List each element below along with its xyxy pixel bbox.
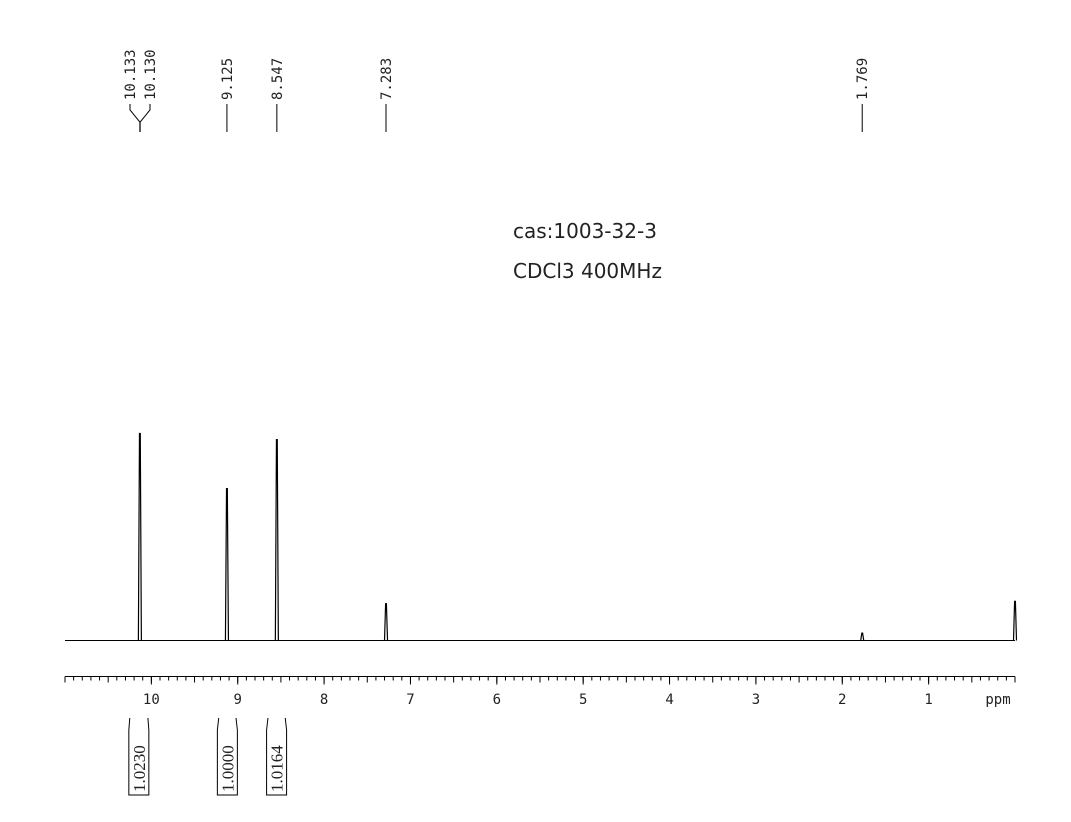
integral-label: 1.0000 <box>218 745 237 792</box>
peak-label: 10.130 <box>143 49 159 100</box>
peak-label-line <box>139 104 151 132</box>
peak-label: 8.547 <box>270 58 286 100</box>
peak-label: 10.133 <box>123 49 139 100</box>
peak <box>1012 600 1018 641</box>
integral-bracket <box>216 717 238 796</box>
peak-label: 9.125 <box>220 58 236 100</box>
integral-bracket <box>128 717 150 796</box>
peak-label-line <box>129 104 141 132</box>
integral-label: 1.0230 <box>130 745 149 792</box>
x-tick-label: 6 <box>493 692 501 708</box>
x-tick-label: 5 <box>579 692 587 708</box>
peak <box>224 488 230 641</box>
integral-label: 1.0164 <box>268 745 287 792</box>
x-tick-label: 2 <box>838 692 846 708</box>
peak <box>860 632 865 641</box>
peak-label: 1.769 <box>855 58 871 100</box>
x-tick-label: 3 <box>752 692 760 708</box>
x-axis-label: ppm <box>985 692 1010 708</box>
integral-bracket <box>266 717 288 796</box>
annotation: CDCl3 400MHz <box>513 259 662 283</box>
x-tick-label: 4 <box>665 692 673 708</box>
x-tick-label: 9 <box>234 692 242 708</box>
x-tick-label: 8 <box>320 692 328 708</box>
annotation: cas:1003-32-3 <box>513 219 657 243</box>
peak-label: 7.283 <box>379 58 395 100</box>
x-tick-label: 7 <box>406 692 414 708</box>
peak <box>137 432 142 641</box>
peak <box>274 439 279 641</box>
x-tick-label: 1 <box>924 692 932 708</box>
x-tick-label: 10 <box>143 692 160 708</box>
peak <box>383 603 389 641</box>
